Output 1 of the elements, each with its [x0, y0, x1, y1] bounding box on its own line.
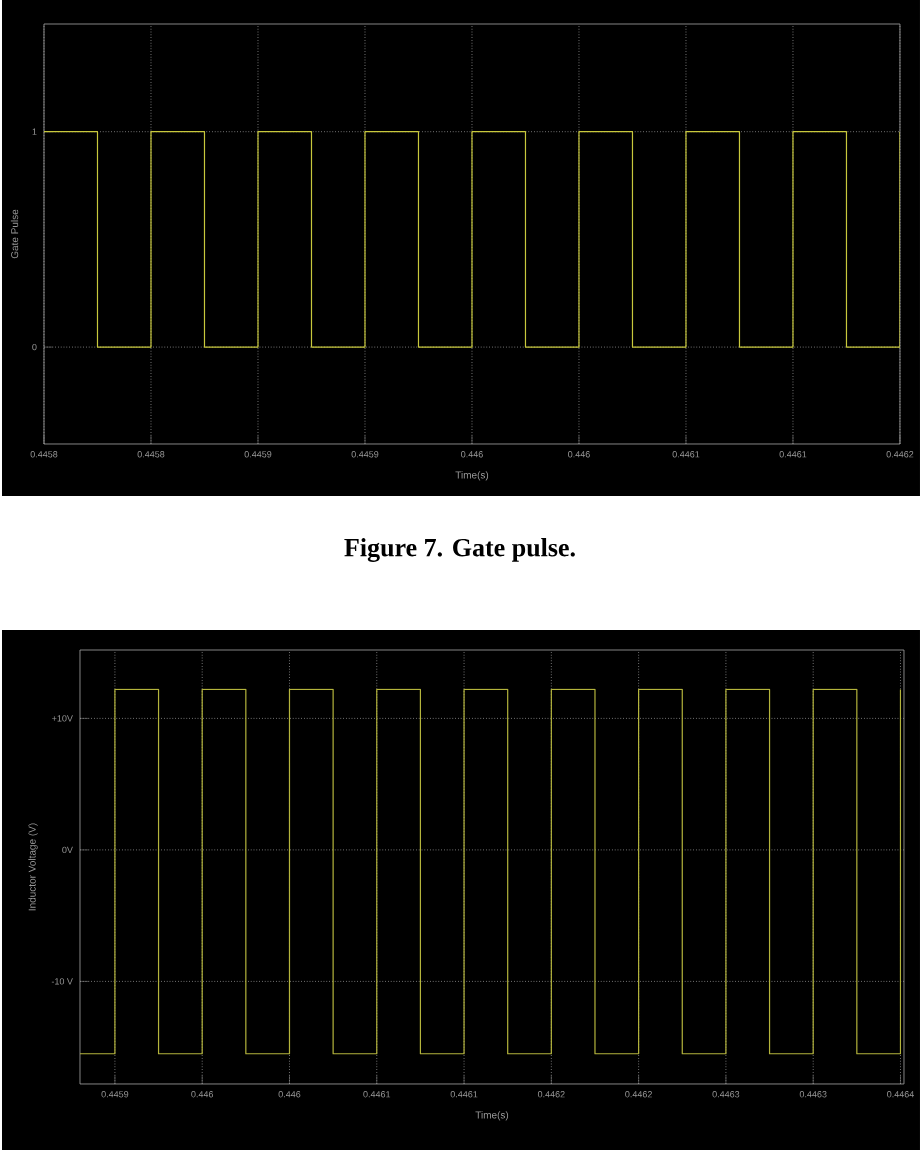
caption: Figure 7. Gate pulse. [344, 538, 575, 562]
